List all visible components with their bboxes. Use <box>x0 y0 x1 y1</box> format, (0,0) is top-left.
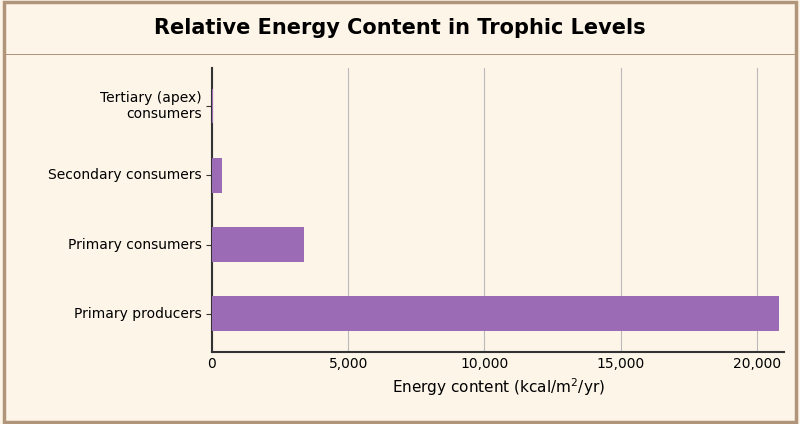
X-axis label: Energy content (kcal/m$^2$/yr): Energy content (kcal/m$^2$/yr) <box>391 377 605 398</box>
Text: Relative Energy Content in Trophic Levels: Relative Energy Content in Trophic Level… <box>154 17 646 38</box>
Bar <box>212 296 779 331</box>
Bar <box>212 227 304 262</box>
Bar <box>212 158 222 192</box>
